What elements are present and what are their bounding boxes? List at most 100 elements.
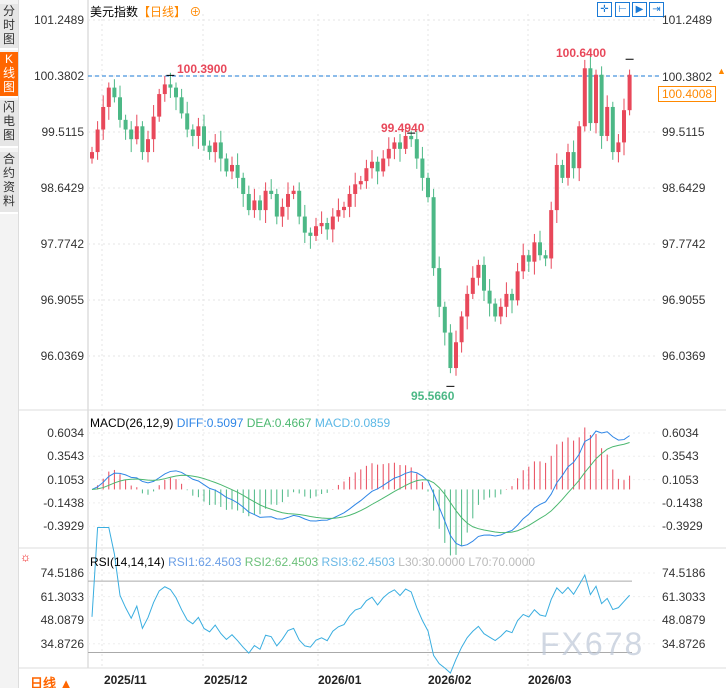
annotation-low: 95.5660 — [411, 389, 455, 403]
fit-range-icon[interactable]: ⊢ — [615, 2, 630, 17]
candle-body — [347, 193, 352, 207]
candle-body — [291, 190, 296, 194]
candle-body — [235, 164, 240, 178]
period-dropdown-button[interactable]: 日线 ▲ — [30, 676, 73, 688]
candle-body — [414, 139, 419, 159]
candle-body — [325, 222, 330, 230]
candle-body — [274, 193, 279, 217]
candle-body — [174, 87, 178, 98]
price-tick-right: 100.3802 — [662, 70, 713, 84]
candle-body — [314, 226, 318, 236]
candle-body — [482, 264, 486, 291]
candle-body — [431, 197, 436, 269]
tab-flash[interactable]: 闪电图 — [0, 100, 18, 148]
candle-body — [582, 68, 587, 127]
candle-body — [476, 264, 481, 278]
candle-body — [409, 135, 414, 140]
candle-body — [487, 290, 492, 304]
candle-body — [594, 74, 598, 124]
candle-body — [246, 193, 251, 211]
candle-body — [162, 84, 167, 95]
candle-body — [330, 216, 335, 230]
date-label: 2026/01 — [318, 673, 362, 687]
candle-body — [280, 206, 285, 217]
tab-kline[interactable]: K线图 — [0, 52, 18, 98]
candle-body — [403, 135, 408, 149]
candle-body — [263, 190, 268, 211]
candle-body — [543, 255, 548, 259]
macd-tick-right: 0.1053 — [662, 472, 699, 487]
candle-body — [364, 168, 369, 182]
candle-body — [342, 206, 346, 211]
candle-body — [252, 200, 257, 211]
candle-body — [297, 190, 302, 217]
watermark: FX678 — [540, 626, 645, 662]
candle-body — [269, 190, 274, 194]
candle-body — [375, 161, 380, 172]
candle-body — [515, 271, 520, 301]
rsi-tick-right: 34.8726 — [662, 636, 706, 651]
candle-body — [358, 181, 363, 185]
candle-body — [616, 142, 621, 153]
candle-body — [571, 152, 576, 169]
candle-body — [493, 303, 498, 317]
candle-body — [146, 139, 150, 153]
candle-body — [370, 161, 374, 169]
candle-body — [610, 106, 615, 153]
candle-body — [106, 87, 111, 107]
candle-body — [392, 142, 397, 149]
candle-body — [202, 126, 206, 146]
price-tick-right: 98.6429 — [662, 181, 706, 195]
candle-body — [140, 126, 145, 153]
macd-diff: DIFF:0.5097 — [176, 416, 244, 430]
up-arrow-icon: ▲ — [717, 66, 726, 76]
tab-contract-info[interactable]: 合约资料 — [0, 152, 18, 214]
candle-body — [185, 113, 190, 130]
rsi-tick: 34.8726 — [40, 636, 84, 651]
date-label: 2026/02 — [428, 673, 472, 687]
candle-body — [448, 332, 453, 369]
tab-timeshare[interactable]: 分时图 — [0, 4, 18, 50]
circle-plus-icon[interactable]: ⊕ — [186, 5, 202, 19]
price-tick-right: 99.5115 — [662, 125, 705, 139]
diff-line — [91, 430, 630, 547]
candle-body — [398, 142, 402, 149]
macd-tick-right: -0.3929 — [662, 519, 703, 534]
crosshair-icon[interactable]: ✛ — [597, 2, 612, 17]
price-tick: 100.3802 — [33, 69, 84, 83]
settings-sun-icon[interactable]: ☼ — [20, 550, 31, 564]
chart-title: 美元指数【日线】 ⊕ — [90, 3, 201, 20]
candle-body — [286, 193, 290, 207]
candle-body — [207, 145, 212, 153]
candle-body — [566, 152, 570, 178]
candle-body — [498, 306, 503, 317]
candle-body — [230, 164, 234, 172]
rsi-tick-right: 48.0879 — [662, 613, 706, 628]
candle-body — [426, 177, 430, 198]
rsi-tick-right: 61.3033 — [662, 589, 706, 604]
candle-body — [213, 142, 218, 153]
macd-tick-right: 0.3543 — [662, 449, 699, 464]
price-tick-right: 96.9055 — [662, 293, 706, 307]
jump-end-icon[interactable]: ⇥ — [649, 2, 664, 17]
annotation-high: 99.4940 — [381, 121, 425, 135]
zoom-next-icon[interactable]: ▶ — [632, 2, 647, 17]
price-tick: 96.9055 — [40, 293, 84, 307]
annotation-high: 100.3900 — [177, 62, 228, 76]
candle-body — [95, 129, 100, 153]
date-label: 2025/11 — [104, 673, 147, 687]
macd-tick: 0.3543 — [47, 449, 84, 464]
candle-body — [599, 74, 604, 136]
candle-body — [420, 158, 425, 178]
candle-body — [118, 97, 122, 120]
candle-body — [605, 106, 610, 136]
macd-tick: -0.1438 — [43, 495, 84, 510]
candle-body — [134, 126, 139, 140]
candle-body — [588, 68, 593, 124]
last-price-label: 100.4008 — [658, 86, 717, 102]
macd-tick-right: -0.1438 — [662, 495, 703, 510]
candle-body — [353, 184, 358, 194]
candle-body — [549, 210, 554, 259]
